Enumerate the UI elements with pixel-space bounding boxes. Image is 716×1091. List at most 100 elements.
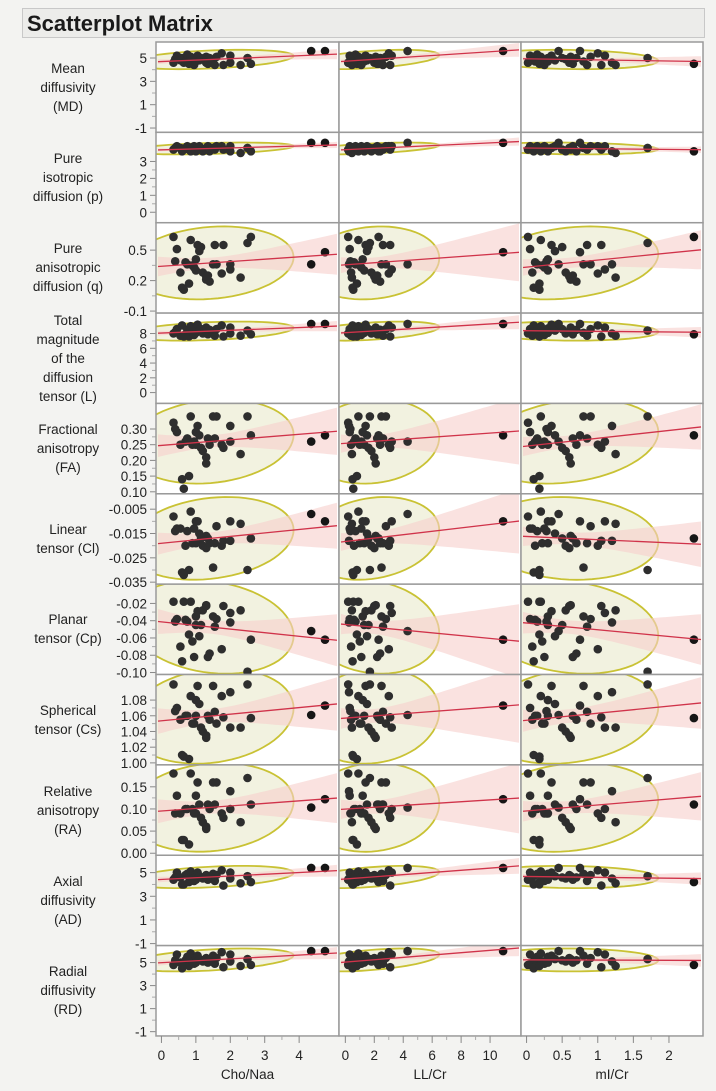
data-point bbox=[347, 723, 357, 732]
data-point bbox=[643, 565, 652, 575]
data-point bbox=[387, 437, 397, 446]
data-point bbox=[362, 631, 372, 641]
data-point bbox=[343, 512, 353, 521]
y-tick-label: 0.10 bbox=[121, 802, 147, 817]
data-point bbox=[385, 332, 395, 341]
data-point bbox=[226, 950, 235, 959]
data-point bbox=[371, 733, 381, 743]
fit-line bbox=[340, 520, 520, 543]
data-point bbox=[542, 706, 551, 716]
data-point bbox=[561, 446, 570, 456]
y-tick-label: 0.05 bbox=[121, 824, 147, 839]
y-tick-label: 1 bbox=[139, 1002, 147, 1017]
data-point bbox=[365, 667, 375, 675]
data-point bbox=[364, 620, 373, 630]
data-point bbox=[352, 471, 362, 481]
data-point bbox=[195, 631, 204, 641]
data-point bbox=[403, 863, 412, 873]
data-point bbox=[354, 769, 363, 778]
y-tick-label: 5 bbox=[139, 956, 147, 971]
row-label-line: Axial bbox=[53, 873, 83, 889]
y-tick-label: 1.02 bbox=[121, 740, 147, 755]
row-label-line: tensor (Cl) bbox=[36, 540, 100, 556]
data-point bbox=[374, 635, 383, 644]
data-point bbox=[219, 813, 228, 823]
row-label-line: (RD) bbox=[53, 1002, 83, 1018]
fit-line bbox=[522, 58, 702, 63]
data-point bbox=[179, 570, 189, 580]
data-point bbox=[525, 427, 535, 437]
fit-line bbox=[522, 875, 702, 880]
data-point bbox=[554, 319, 563, 329]
data-point bbox=[689, 877, 699, 887]
data-point bbox=[579, 563, 588, 572]
data-point bbox=[169, 680, 178, 689]
row-label: Relative anisotropy (RA) bbox=[18, 782, 118, 839]
data-point bbox=[196, 242, 206, 252]
row-label-line: anisotropy bbox=[36, 441, 100, 457]
data-point bbox=[536, 691, 546, 701]
data-point bbox=[347, 449, 357, 459]
data-point bbox=[689, 713, 699, 723]
fit-line bbox=[522, 795, 702, 812]
y-tick-label: 6 bbox=[139, 341, 147, 356]
data-point bbox=[179, 597, 189, 606]
data-point bbox=[236, 331, 245, 341]
data-point bbox=[212, 719, 221, 728]
data-point bbox=[169, 512, 178, 521]
data-point bbox=[547, 681, 556, 691]
data-point bbox=[550, 529, 560, 538]
data-point bbox=[201, 459, 211, 468]
data-point bbox=[219, 601, 228, 611]
data-point bbox=[593, 49, 603, 58]
data-point bbox=[593, 947, 603, 957]
fit-line bbox=[340, 797, 520, 810]
data-point bbox=[210, 240, 220, 250]
data-point bbox=[387, 517, 397, 526]
data-point bbox=[226, 437, 235, 446]
fit-line bbox=[522, 330, 702, 333]
data-point bbox=[179, 752, 189, 761]
data-point bbox=[374, 877, 383, 887]
data-point bbox=[597, 601, 606, 611]
data-point bbox=[582, 331, 592, 341]
scatter-cell bbox=[339, 584, 521, 675]
data-point bbox=[346, 873, 355, 882]
row-label-line: Pure bbox=[53, 151, 83, 167]
data-point bbox=[170, 706, 180, 716]
data-point bbox=[575, 701, 585, 710]
data-point bbox=[320, 431, 330, 440]
data-point bbox=[169, 769, 178, 778]
y-tick-label: 1 bbox=[139, 913, 147, 928]
data-point bbox=[381, 614, 391, 624]
row-label: Radial diffusivity (RD) bbox=[18, 962, 118, 1019]
data-point bbox=[535, 471, 544, 481]
row-label: Axial diffusivity (AD) bbox=[18, 872, 118, 929]
data-point bbox=[543, 791, 553, 800]
data-point bbox=[554, 509, 563, 519]
data-point bbox=[349, 285, 358, 295]
y-tick-label: 1 bbox=[139, 98, 147, 113]
data-point bbox=[212, 521, 221, 531]
data-point bbox=[566, 733, 575, 743]
data-point bbox=[212, 260, 221, 269]
data-point bbox=[600, 804, 610, 814]
data-point bbox=[236, 449, 245, 459]
y-tick-label: -0.06 bbox=[116, 631, 147, 646]
data-point bbox=[600, 608, 610, 618]
data-point bbox=[219, 962, 228, 972]
fit-line bbox=[340, 140, 520, 151]
data-point bbox=[525, 950, 535, 959]
data-point bbox=[191, 254, 201, 264]
y-tick-label: 2 bbox=[139, 371, 147, 386]
data-point bbox=[547, 778, 556, 787]
data-point bbox=[542, 327, 551, 337]
data-point bbox=[593, 269, 603, 278]
data-point bbox=[170, 873, 180, 882]
data-point bbox=[226, 786, 235, 796]
data-point bbox=[582, 434, 592, 443]
y-tick-label: 0.15 bbox=[121, 780, 147, 795]
data-point bbox=[600, 723, 610, 732]
confidence-band bbox=[523, 404, 701, 457]
data-point bbox=[374, 330, 383, 339]
